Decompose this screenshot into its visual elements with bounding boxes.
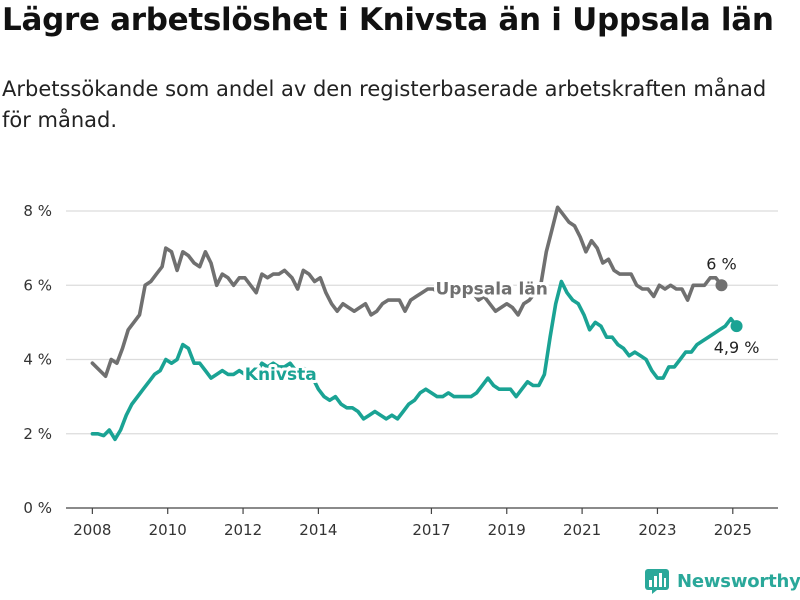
series-line-knivsta — [90, 279, 739, 442]
chart-title: Lägre arbetslöshet i Knivsta än i Uppsal… — [2, 2, 774, 38]
series-label-knivsta: Knivsta — [245, 365, 317, 385]
y-tick-label: 2 % — [23, 425, 52, 443]
end-point-knivsta — [730, 320, 743, 333]
x-tick-label: 2019 — [488, 521, 526, 539]
x-tick-label: 2010 — [149, 521, 187, 539]
end-label-uppsala: 6 % — [706, 254, 736, 273]
y-tick-label: 8 % — [23, 202, 52, 220]
series-label-halo-uppsala: Uppsala län — [436, 280, 548, 300]
x-tick-label: 2008 — [73, 521, 111, 539]
chart-subtitle: Arbetssökande som andel av den registerb… — [2, 77, 767, 132]
grid-lines — [66, 210, 778, 435]
series-label-uppsala: Uppsala län — [436, 280, 548, 300]
end-label-knivsta: 4,9 % — [714, 338, 760, 357]
x-tick-label: 2014 — [299, 521, 337, 539]
series-line-uppsala — [90, 205, 724, 378]
x-tick-label: 2017 — [412, 521, 450, 539]
x-axis: 2008 2010 2012 2014 2017 2019 2021 2023 2025 — [66, 507, 778, 539]
y-axis-ticks: 0 % 2 % 4 % 6 % 8 % — [23, 202, 52, 517]
x-tick-label: 2012 — [224, 521, 262, 539]
y-tick-label: 4 % — [23, 351, 52, 369]
series-label-halo-knivsta: Knivsta — [245, 365, 317, 385]
x-tick-label: 2021 — [563, 521, 601, 539]
x-tick-label: 2025 — [714, 521, 752, 539]
newsworthy-brand[interactable]: Newsworthy — [644, 568, 800, 594]
x-tick-label: 2023 — [638, 521, 676, 539]
y-tick-label: 6 % — [23, 276, 52, 294]
end-point-uppsala — [715, 279, 728, 292]
brand-name: Newsworthy — [677, 570, 800, 592]
series-lines — [90, 205, 743, 442]
y-tick-label: 0 % — [23, 499, 52, 517]
newsworthy-logo-icon — [645, 569, 669, 594]
